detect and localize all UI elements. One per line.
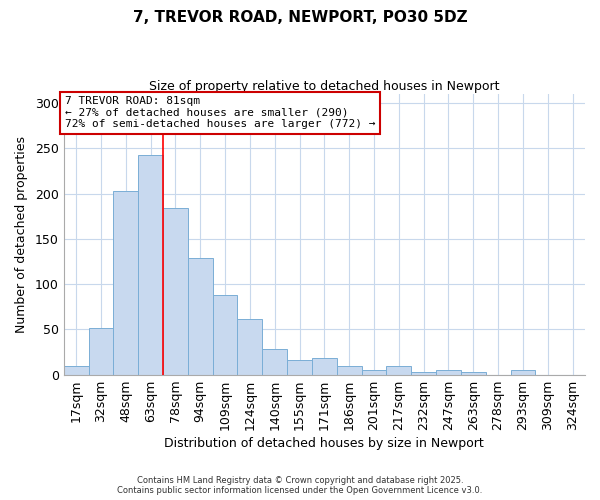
Bar	[113, 191, 138, 374]
Y-axis label: Number of detached properties: Number of detached properties	[15, 136, 28, 333]
Bar	[238, 318, 262, 374]
Bar	[461, 372, 486, 374]
Bar	[262, 350, 287, 374]
Text: 7 TREVOR ROAD: 81sqm
← 27% of detached houses are smaller (290)
72% of semi-deta: 7 TREVOR ROAD: 81sqm ← 27% of detached h…	[65, 96, 376, 129]
Bar	[138, 155, 163, 374]
Bar	[362, 370, 386, 374]
Bar	[64, 366, 89, 374]
Bar	[287, 360, 312, 374]
Bar	[436, 370, 461, 374]
Bar	[511, 370, 535, 374]
Bar	[212, 295, 238, 374]
X-axis label: Distribution of detached houses by size in Newport: Distribution of detached houses by size …	[164, 437, 484, 450]
Bar	[188, 258, 212, 374]
Bar	[411, 372, 436, 374]
Bar	[386, 366, 411, 374]
Text: Contains HM Land Registry data © Crown copyright and database right 2025.
Contai: Contains HM Land Registry data © Crown c…	[118, 476, 482, 495]
Bar	[163, 208, 188, 374]
Title: Size of property relative to detached houses in Newport: Size of property relative to detached ho…	[149, 80, 500, 93]
Bar	[312, 358, 337, 374]
Bar	[89, 328, 113, 374]
Bar	[337, 366, 362, 374]
Text: 7, TREVOR ROAD, NEWPORT, PO30 5DZ: 7, TREVOR ROAD, NEWPORT, PO30 5DZ	[133, 10, 467, 25]
